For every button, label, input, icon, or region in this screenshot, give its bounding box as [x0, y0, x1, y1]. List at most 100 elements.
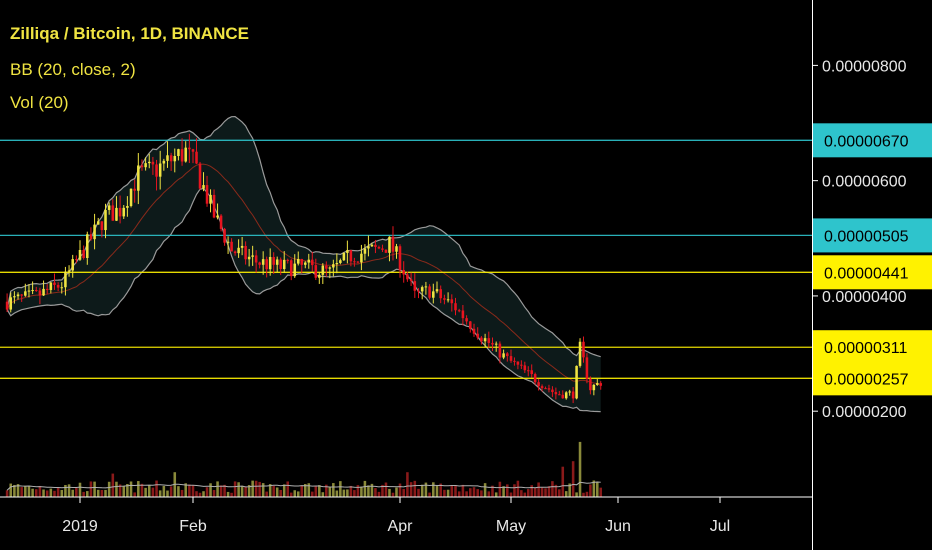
- chart-title-legend: Zilliqa / Bitcoin, 1D, BINANCE: [10, 24, 249, 43]
- candle: [111, 205, 115, 221]
- candle: [53, 282, 56, 285]
- volume-bar: [275, 487, 279, 497]
- volume-bar: [247, 485, 251, 497]
- candle: [104, 209, 107, 231]
- candle: [413, 281, 417, 291]
- candle: [402, 270, 405, 275]
- candle: [428, 286, 431, 298]
- candle: [86, 234, 89, 258]
- volume-bar: [523, 492, 527, 497]
- volume-bar: [16, 484, 20, 497]
- candle: [409, 279, 413, 282]
- candle: [223, 228, 226, 243]
- candle: [237, 247, 240, 254]
- candle: [272, 257, 275, 265]
- candle: [133, 188, 136, 191]
- candle: [16, 294, 20, 297]
- candle: [275, 259, 279, 265]
- candle: [377, 246, 381, 249]
- candle: [20, 294, 23, 296]
- volume-bar: [356, 485, 360, 497]
- candle: [216, 215, 219, 218]
- volume-bar: [56, 487, 60, 497]
- candle: [286, 259, 290, 261]
- candle: [107, 205, 111, 210]
- volume-bar: [513, 484, 516, 497]
- volume-bar: [296, 491, 300, 497]
- y-tick-label: 0.00000600: [822, 174, 907, 191]
- volume-bar: [311, 491, 314, 497]
- candle: [457, 310, 461, 312]
- volume-bar: [328, 486, 332, 497]
- volume-bar: [118, 484, 122, 497]
- volume-bar: [367, 485, 370, 497]
- volume-bar: [219, 485, 223, 497]
- candle: [296, 258, 300, 264]
- volume-bar: [318, 485, 321, 497]
- candle: [328, 267, 332, 269]
- volume-bar: [282, 484, 286, 497]
- candle: [506, 353, 509, 357]
- candle: [240, 245, 244, 248]
- candle: [353, 261, 356, 263]
- candle: [230, 241, 233, 252]
- x-tick-label: Jun: [605, 518, 631, 535]
- volume-bar: [374, 488, 377, 497]
- volume-bar: [115, 481, 118, 497]
- candle: [115, 207, 118, 221]
- volume-bar: [169, 486, 173, 497]
- volume-bar: [533, 487, 537, 497]
- volume-bar: [585, 491, 589, 497]
- volume-bar: [530, 485, 533, 497]
- price-level-label: 0.00000670: [824, 133, 909, 150]
- volume-bar: [424, 482, 428, 497]
- candle: [34, 290, 38, 292]
- candle: [191, 149, 195, 152]
- volume-bar: [177, 486, 180, 497]
- volume-bar: [195, 491, 198, 497]
- volume-bar: [461, 484, 465, 497]
- volume-bar: [49, 488, 53, 497]
- candle: [435, 289, 439, 292]
- volume-bar: [469, 488, 472, 497]
- candle: [166, 155, 169, 161]
- volume-bar: [24, 486, 27, 497]
- bb-basis: [6, 163, 601, 385]
- candle: [370, 244, 374, 247]
- volume-bar: [435, 485, 439, 497]
- candle: [45, 288, 49, 290]
- candle: [454, 303, 457, 311]
- volume-bar: [564, 491, 568, 497]
- volume-bar: [589, 484, 592, 497]
- candle: [391, 236, 395, 252]
- volume-bar: [53, 490, 56, 497]
- volume-bar: [571, 461, 575, 497]
- candle: [100, 221, 104, 231]
- candle: [509, 356, 513, 361]
- price-level-label-box: [813, 255, 932, 290]
- candle: [558, 394, 561, 396]
- volume-bar: [554, 484, 558, 497]
- candle: [303, 262, 307, 265]
- candle: [469, 321, 472, 329]
- candle: [169, 155, 173, 162]
- candle: [82, 249, 85, 258]
- candle: [202, 185, 205, 189]
- volume-bar: [107, 481, 111, 497]
- candle: [491, 342, 494, 345]
- candle: [78, 249, 82, 260]
- volume-bar: [596, 481, 599, 497]
- candle: [526, 370, 530, 372]
- volume-bar: [537, 482, 540, 497]
- candle: [93, 224, 96, 240]
- candle: [5, 301, 9, 310]
- volume-bar: [162, 485, 166, 497]
- candle: [177, 149, 180, 157]
- candle: [311, 259, 314, 266]
- volume-bar: [147, 485, 151, 497]
- candle: [268, 257, 272, 270]
- volume-bar: [325, 484, 328, 497]
- volume-bar: [151, 487, 155, 497]
